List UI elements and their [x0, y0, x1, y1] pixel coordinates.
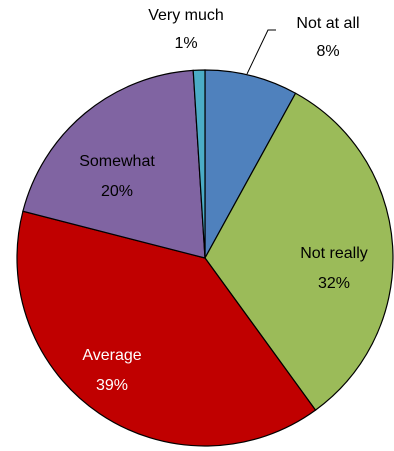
pie-slices — [16, 69, 394, 447]
slice-label-not-really: Not really — [300, 245, 368, 262]
slice-value-very-much: 1% — [174, 35, 197, 52]
pie-slice-not-really — [204, 92, 394, 411]
slice-label-average: Average — [82, 347, 141, 364]
pie-slice-average — [16, 210, 317, 447]
pie-labels: Not at all 8% Not really 32% Average 39% Somew… — [79, 7, 368, 394]
slice-value-not-really: 32% — [318, 275, 350, 292]
slice-value-not-at-all: 8% — [316, 43, 339, 60]
pie-slice-somewhat — [22, 69, 206, 259]
leader-line-not-at-all — [246, 29, 276, 75]
slice-value-average: 39% — [96, 377, 128, 394]
slice-value-somewhat: 20% — [101, 183, 133, 200]
slice-label-somewhat: Somewhat — [79, 153, 155, 170]
pie-slice-very-much — [192, 69, 206, 259]
slice-label-very-much: Very much — [148, 7, 224, 24]
slice-label-not-at-all: Not at all — [296, 15, 359, 32]
pie-slice-not-at-all — [204, 69, 297, 259]
